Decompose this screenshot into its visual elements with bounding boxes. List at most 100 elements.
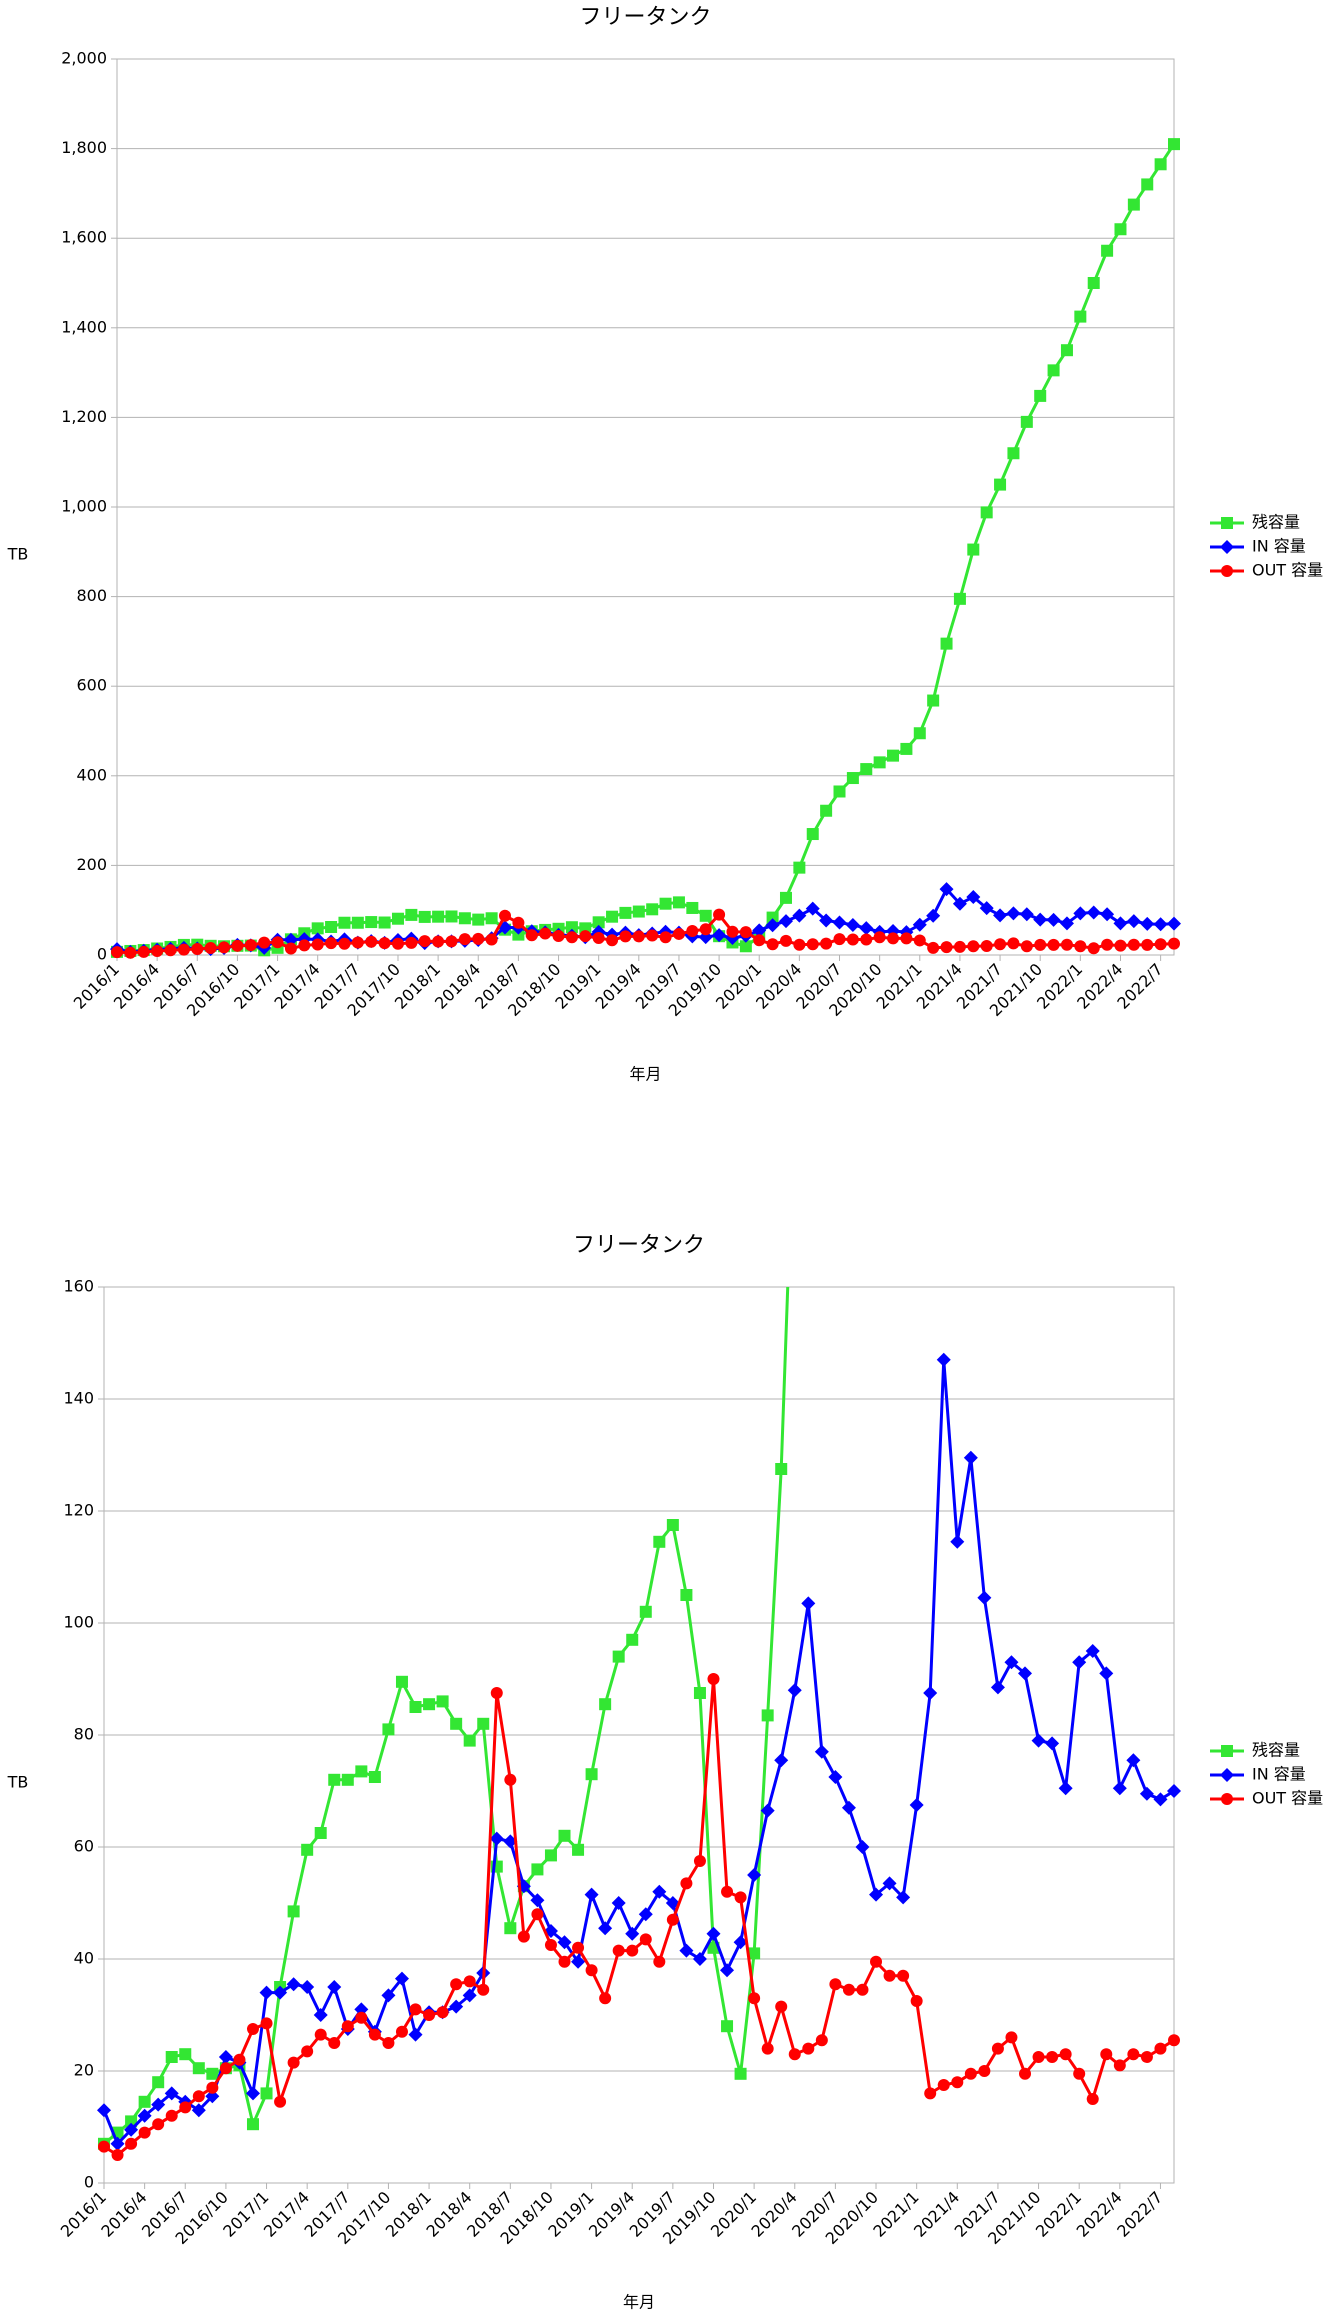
- marker: [544, 1939, 557, 1951]
- marker: [1140, 2051, 1153, 2063]
- marker: [765, 918, 780, 933]
- marker: [1032, 2051, 1045, 2063]
- marker: [994, 478, 1007, 491]
- marker: [951, 2076, 964, 2089]
- marker: [97, 2103, 111, 2118]
- marker: [778, 914, 793, 929]
- marker: [1221, 517, 1233, 529]
- marker: [151, 944, 164, 957]
- marker: [1126, 1753, 1141, 1768]
- marker: [910, 1995, 923, 2007]
- marker: [585, 1768, 598, 1781]
- marker: [632, 905, 645, 918]
- marker: [1033, 912, 1048, 927]
- marker: [632, 930, 645, 943]
- marker: [338, 937, 351, 950]
- marker: [646, 903, 659, 916]
- marker: [1221, 1745, 1233, 1757]
- marker: [748, 1947, 761, 1960]
- y-axis-label: TB: [7, 545, 29, 564]
- y-tick-label: 1,600: [61, 228, 107, 247]
- x-axis-label: 年月: [629, 1065, 661, 1084]
- marker: [1018, 1666, 1033, 1681]
- marker: [829, 1978, 842, 1991]
- marker: [990, 1680, 1005, 1695]
- marker: [351, 936, 364, 949]
- marker: [382, 1723, 395, 1736]
- marker: [1154, 938, 1167, 951]
- marker: [953, 592, 966, 605]
- marker: [311, 938, 324, 951]
- marker: [900, 742, 913, 755]
- marker: [152, 2076, 165, 2089]
- marker: [218, 941, 231, 954]
- chart-title: フリータンク: [573, 1233, 705, 1258]
- marker: [646, 929, 659, 942]
- marker: [833, 785, 846, 798]
- marker: [355, 1765, 368, 1778]
- marker: [191, 942, 204, 955]
- marker: [860, 933, 873, 946]
- marker: [639, 1605, 652, 1618]
- marker: [382, 2037, 395, 2049]
- marker: [833, 933, 846, 946]
- marker: [653, 1955, 666, 1968]
- marker: [926, 908, 941, 923]
- marker: [1221, 565, 1233, 577]
- marker: [1058, 1781, 1073, 1796]
- marker: [1059, 916, 1074, 931]
- marker: [599, 1698, 612, 1711]
- marker: [625, 1926, 640, 1941]
- marker: [300, 1980, 315, 1994]
- marker: [977, 1590, 992, 1605]
- marker: [882, 1876, 897, 1891]
- x-axis-label: 年月: [623, 2293, 655, 2312]
- marker: [692, 1952, 707, 1966]
- marker: [693, 1687, 706, 1699]
- marker: [557, 1935, 572, 1950]
- marker: [283, 932, 298, 947]
- marker: [1046, 2051, 1059, 2063]
- marker: [1113, 916, 1128, 931]
- marker: [788, 2048, 801, 2061]
- marker: [739, 940, 752, 953]
- marker: [1221, 1793, 1233, 1805]
- marker: [286, 1977, 301, 1992]
- marker: [301, 2045, 314, 2058]
- marker: [287, 1905, 300, 1918]
- marker: [792, 908, 807, 923]
- marker: [978, 2065, 991, 2077]
- marker: [940, 637, 953, 650]
- marker: [829, 133, 841, 145]
- chart: フリータンクTB年月0204060801001201401602016/1201…: [7, 133, 1324, 2312]
- marker: [686, 901, 699, 914]
- marker: [626, 1944, 639, 1957]
- marker: [1140, 916, 1155, 931]
- marker: [124, 2122, 139, 2137]
- marker: [900, 932, 913, 945]
- marker: [1127, 2048, 1140, 2061]
- marker: [151, 2097, 166, 2112]
- marker: [1019, 907, 1034, 922]
- marker: [652, 1884, 667, 1899]
- marker: [952, 896, 967, 911]
- marker: [328, 1773, 341, 1786]
- marker: [463, 1734, 476, 1747]
- marker: [706, 1926, 721, 1941]
- marker: [626, 1633, 639, 1646]
- legend-label: 残容量: [1252, 1741, 1300, 1760]
- marker: [395, 1675, 408, 1688]
- marker: [1060, 938, 1073, 951]
- marker: [761, 2042, 774, 2055]
- marker: [659, 897, 672, 910]
- marker: [378, 937, 391, 950]
- marker: [936, 1352, 951, 1367]
- marker: [802, 665, 814, 677]
- marker: [859, 921, 874, 936]
- y-tick-label: 1,000: [61, 497, 107, 516]
- marker: [842, 1983, 855, 1996]
- marker: [206, 2067, 219, 2080]
- marker: [328, 2037, 341, 2049]
- marker: [111, 946, 123, 959]
